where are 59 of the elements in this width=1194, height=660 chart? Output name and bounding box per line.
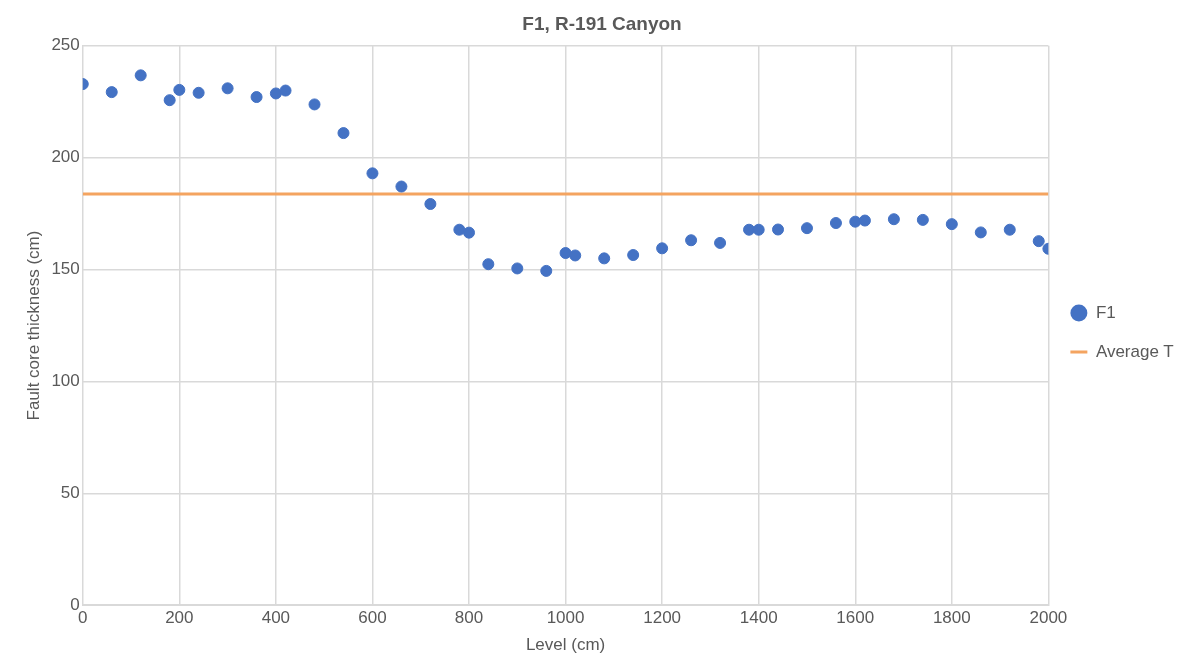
x-tick-label: 1600 [836, 608, 875, 628]
point [395, 180, 408, 193]
y-axis-title: Fault core thickness (cm) [23, 230, 43, 421]
point [308, 98, 321, 111]
point [1032, 235, 1045, 248]
legend-label: F1 [1095, 302, 1116, 322]
point [173, 83, 186, 96]
y-tick-label: 0 [70, 594, 80, 614]
x-tick-label: 600 [358, 608, 387, 628]
point [752, 223, 765, 236]
point [424, 198, 437, 210]
point [945, 218, 958, 231]
point [598, 252, 611, 265]
x-tick-label: 1000 [546, 608, 585, 628]
point [559, 247, 572, 259]
point [163, 94, 176, 107]
x-tick-label: 1400 [739, 608, 778, 628]
point [221, 82, 234, 95]
legend-label: Average T [1095, 341, 1174, 361]
x-tick-label: 2000 [1029, 608, 1068, 628]
point [627, 249, 640, 262]
point [453, 223, 466, 236]
point [511, 262, 524, 275]
y-tick-label: 250 [51, 35, 80, 55]
point [714, 236, 727, 249]
point [366, 167, 379, 180]
point [482, 258, 495, 271]
point [916, 213, 929, 226]
x-tick-label: 1200 [643, 608, 682, 628]
x-tick-label: 1800 [932, 608, 971, 628]
point [685, 234, 698, 247]
y-tick-label: 50 [60, 483, 80, 503]
point [1003, 223, 1016, 236]
point [656, 242, 669, 255]
point [192, 86, 205, 99]
point [849, 215, 862, 228]
point [250, 91, 263, 104]
x-tick-label: 200 [165, 608, 194, 628]
x-tick-label: 400 [261, 608, 291, 628]
y-tick-label: 100 [51, 371, 80, 391]
point [858, 214, 871, 227]
point [974, 226, 987, 239]
point [269, 87, 282, 100]
point [134, 69, 147, 82]
x-tick-label: 800 [454, 608, 484, 628]
point [569, 249, 582, 262]
chart-title: F1, R-191 Canyon [522, 12, 682, 34]
y-tick-label: 200 [51, 147, 80, 167]
point [887, 213, 900, 226]
point [463, 226, 476, 239]
point [829, 217, 842, 230]
point [772, 223, 785, 236]
x-axis-title: Level (cm) [525, 635, 606, 655]
y-tick-label: 150 [51, 259, 80, 279]
point [105, 86, 118, 99]
point [279, 84, 292, 97]
point [800, 222, 813, 235]
point [540, 264, 553, 277]
point [337, 127, 350, 140]
